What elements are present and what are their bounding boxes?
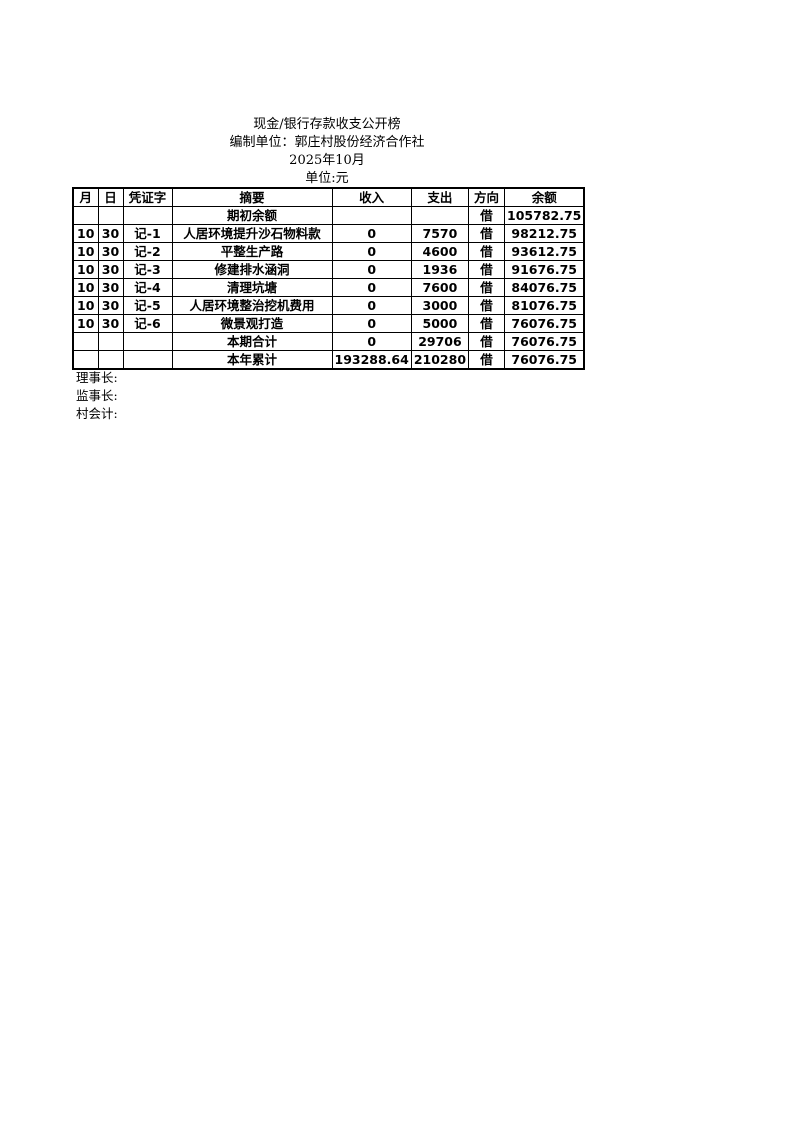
table-row: 本年累计 193288.64 210280 借 76076.75 — [72, 350, 585, 370]
expense-cell: 4600 — [410, 242, 470, 261]
balance-cell: 81076.75 — [504, 296, 585, 315]
balance-cell: 76076.75 — [504, 314, 585, 333]
direction-cell: 方向 — [468, 187, 506, 207]
table-row: 本期合计 0 29706 借 76076.75 — [72, 332, 585, 351]
month-cell: 10 — [72, 296, 99, 315]
signature-chairman: 理事长: — [76, 370, 118, 385]
day-cell — [97, 332, 124, 351]
voucher-cell: 记-5 — [122, 296, 173, 315]
balance-cell: 93612.75 — [504, 242, 585, 261]
month-cell — [72, 206, 99, 225]
income-cell: 0 — [331, 224, 412, 243]
summary-cell: 微景观打造 — [171, 314, 333, 333]
expense-cell: 210280 — [410, 350, 470, 370]
summary-cell: 期初余额 — [171, 206, 333, 225]
voucher-cell: 凭证字 — [122, 187, 173, 207]
voucher-cell: 记-2 — [122, 242, 173, 261]
direction-cell: 借 — [468, 314, 506, 333]
table-row: 10 30 记-1 人居环境提升沙石物料款 0 7570 借 98212.75 — [72, 224, 585, 243]
income-cell: 193288.64 — [331, 350, 412, 370]
direction-cell: 借 — [468, 242, 506, 261]
voucher-cell: 记-1 — [122, 224, 173, 243]
income-cell — [331, 206, 412, 225]
day-cell: 日 — [97, 187, 124, 207]
income-cell: 0 — [331, 260, 412, 279]
voucher-cell: 记-6 — [122, 314, 173, 333]
summary-cell: 人居环境整治挖机费用 — [171, 296, 333, 315]
month-cell — [72, 332, 99, 351]
table-row: 10 30 记-2 平整生产路 0 4600 借 93612.75 — [72, 242, 585, 261]
report-title: 现金/银行存款收支公开榜 — [253, 117, 401, 132]
compiling-unit: 编制单位：郭庄村股份经济合作社 — [229, 135, 425, 150]
summary-cell: 摘要 — [171, 187, 333, 207]
balance-cell: 76076.75 — [504, 350, 585, 370]
table-row: 10 30 记-3 修建排水涵洞 0 1936 借 91676.75 — [72, 260, 585, 279]
summary-cell: 清理坑塘 — [171, 278, 333, 297]
day-cell: 30 — [97, 278, 124, 297]
voucher-cell: 记-4 — [122, 278, 173, 297]
expense-cell: 5000 — [410, 314, 470, 333]
direction-cell: 借 — [468, 296, 506, 315]
balance-cell: 91676.75 — [504, 260, 585, 279]
summary-cell: 本期合计 — [171, 332, 333, 351]
voucher-cell — [122, 332, 173, 351]
month-cell: 10 — [72, 224, 99, 243]
income-cell: 0 — [331, 332, 412, 351]
balance-cell: 76076.75 — [504, 332, 585, 351]
signature-accountant: 村会计: — [76, 406, 118, 421]
expense-cell: 支出 — [410, 187, 470, 207]
direction-cell: 借 — [468, 278, 506, 297]
day-cell: 30 — [97, 314, 124, 333]
month-cell — [72, 350, 99, 370]
direction-cell: 借 — [468, 350, 506, 370]
summary-cell: 平整生产路 — [171, 242, 333, 261]
table-row: 期初余额 借 105782.75 — [72, 206, 585, 225]
month-cell: 10 — [72, 242, 99, 261]
direction-cell: 借 — [468, 332, 506, 351]
voucher-cell — [122, 350, 173, 370]
income-cell: 0 — [331, 314, 412, 333]
balance-cell: 余额 — [504, 187, 585, 207]
summary-cell: 修建排水涵洞 — [171, 260, 333, 279]
expense-cell: 7570 — [410, 224, 470, 243]
direction-cell: 借 — [468, 206, 506, 225]
expense-cell: 29706 — [410, 332, 470, 351]
table-row: 10 30 记-5 人居环境整治挖机费用 0 3000 借 81076.75 — [72, 296, 585, 315]
day-cell — [97, 206, 124, 225]
table-row: 10 30 记-6 微景观打造 0 5000 借 76076.75 — [72, 314, 585, 333]
income-cell: 0 — [331, 278, 412, 297]
month-cell: 10 — [72, 278, 99, 297]
currency-unit: 单位:元 — [305, 171, 349, 186]
balance-cell: 98212.75 — [504, 224, 585, 243]
signature-supervisor: 监事长: — [76, 388, 118, 403]
day-cell: 30 — [97, 242, 124, 261]
direction-cell: 借 — [468, 260, 506, 279]
month-cell: 月 — [72, 187, 99, 207]
report-period: 2025年10月 — [289, 153, 365, 168]
day-cell: 30 — [97, 296, 124, 315]
summary-cell: 本年累计 — [171, 350, 333, 370]
header-row: 月日凭证字 摘要 收入 支出 方向 余额 — [72, 187, 585, 207]
month-cell: 10 — [72, 260, 99, 279]
day-cell — [97, 350, 124, 370]
expense-cell: 7600 — [410, 278, 470, 297]
balance-cell: 84076.75 — [504, 278, 585, 297]
expense-cell — [410, 206, 470, 225]
month-cell: 10 — [72, 314, 99, 333]
day-cell: 30 — [97, 224, 124, 243]
expense-cell: 1936 — [410, 260, 470, 279]
table-row: 10 30 记-4 清理坑塘 0 7600 借 84076.75 — [72, 278, 585, 297]
summary-cell: 人居环境提升沙石物料款 — [171, 224, 333, 243]
day-cell: 30 — [97, 260, 124, 279]
income-cell: 收入 — [331, 187, 412, 207]
voucher-cell — [122, 206, 173, 225]
income-cell: 0 — [331, 296, 412, 315]
balance-cell: 105782.75 — [504, 206, 585, 225]
voucher-cell: 记-3 — [122, 260, 173, 279]
income-cell: 0 — [331, 242, 412, 261]
expense-cell: 3000 — [410, 296, 470, 315]
ledger-table: 月日凭证字 摘要 收入 支出 方向 余额 期初余额借 105782.75 10 30 记-1 人居环境… — [72, 187, 586, 370]
direction-cell: 借 — [468, 224, 506, 243]
